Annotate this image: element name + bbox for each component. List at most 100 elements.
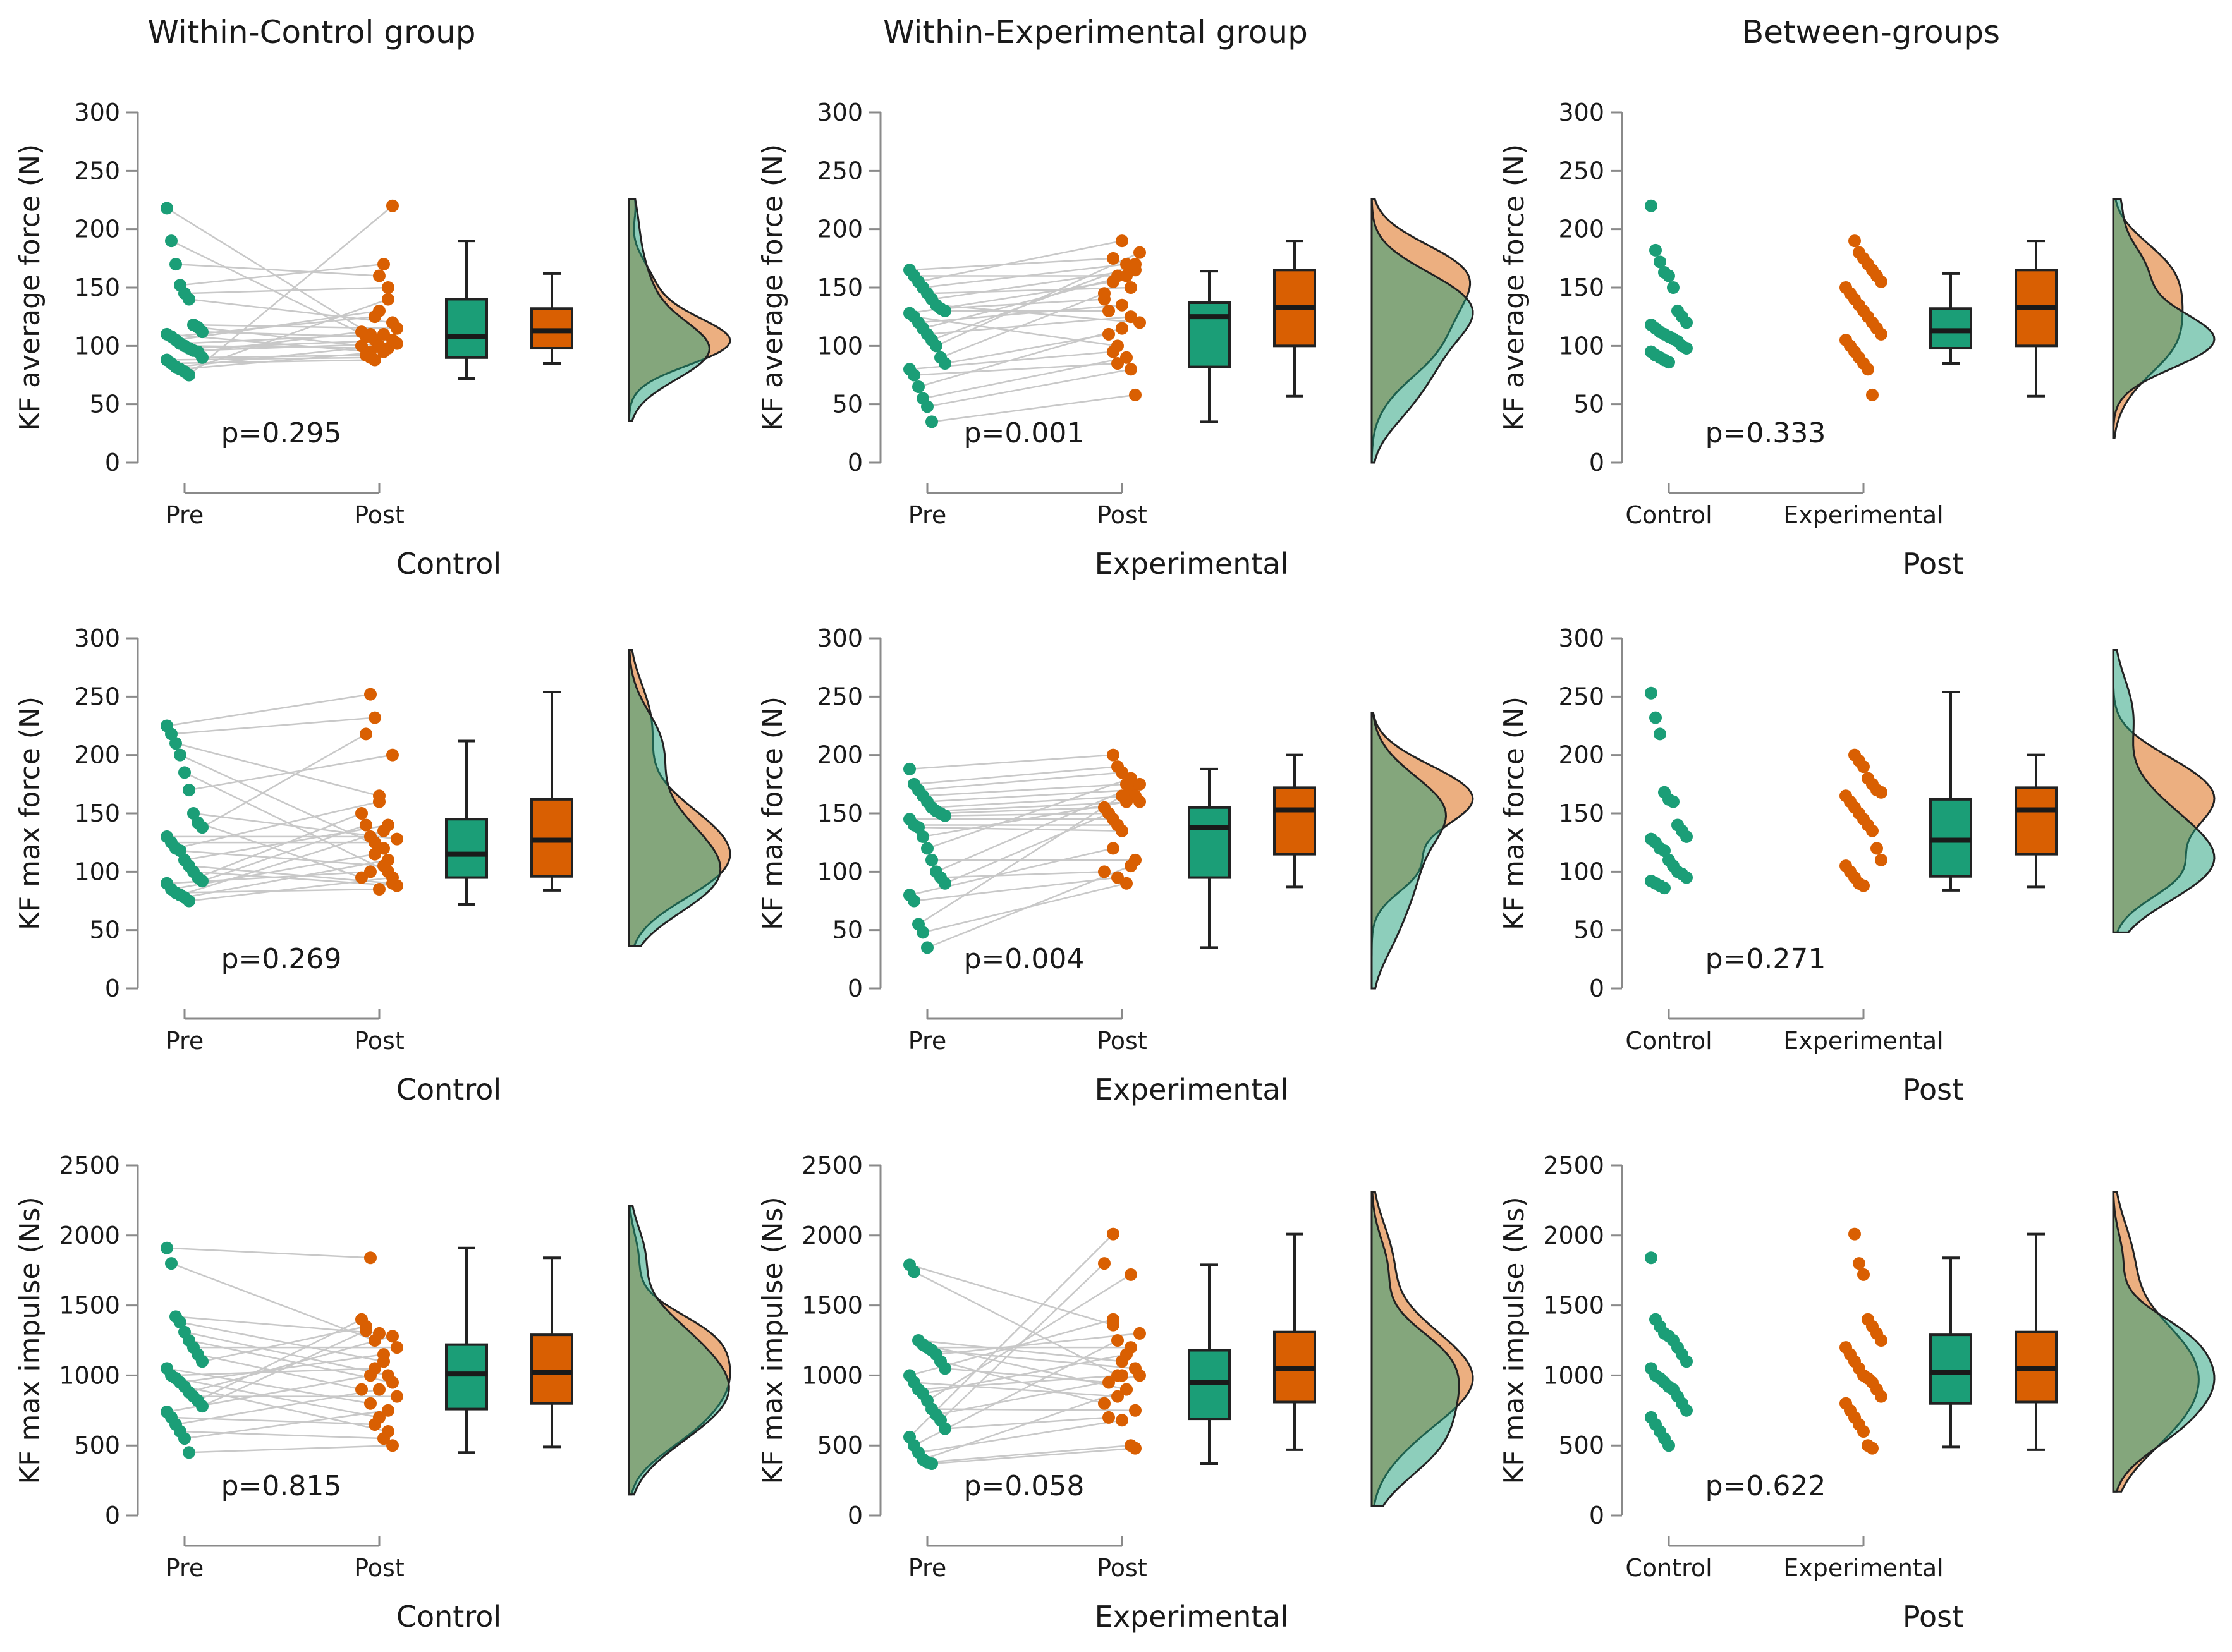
data-point-post [360,818,372,832]
data-point-experimental [1875,327,1887,341]
panel-r2c0: 0 500 1000 1500 2000 2500 KF max impulse (Ns) P… [14,1151,731,1634]
data-point-pre [921,941,934,954]
pair-line [171,1262,375,1342]
y-tick-label: 1000 [59,1361,120,1389]
y-tick-label: 300 [817,99,863,126]
pair-line [909,754,1114,770]
y-tick-label: 1500 [1543,1292,1604,1320]
x-tick-label: Experimental [1783,1027,1943,1055]
data-point-control [1680,830,1693,843]
pair-line [202,733,367,829]
box-control [1929,1333,1972,1405]
data-point-post [1102,807,1115,820]
data-point-pre [908,1265,920,1278]
data-point-experimental [1848,234,1861,248]
panel-r1c1: 0 50 100 150 200 250 300 KF max force (N) Pre Pos… [757,624,1474,1107]
pair-line [197,331,362,353]
p-value-label: p=0.004 [964,943,1085,975]
y-axis-title: KF max impulse (Ns) [757,1196,789,1484]
data-point-post [1116,1414,1128,1427]
pair-line [944,812,1109,884]
data-point-post [386,871,399,884]
data-point-post [1120,877,1133,890]
pair-line [175,1388,380,1426]
x-axis-title: Post [1903,1600,1963,1634]
x-axis-title: Experimental [1095,1600,1289,1634]
y-tick-label: 0 [105,449,120,477]
y-tick-label: 100 [817,332,863,360]
x-tick-label: Pre [908,1027,946,1055]
data-point-post [373,795,386,808]
pair-line [918,1419,1123,1454]
data-point-control [1645,199,1657,212]
data-point-post [1111,1390,1124,1403]
y-tick-label: 150 [74,799,120,827]
y-tick-label: 100 [817,858,863,885]
data-point-pre [939,877,951,890]
data-point-post [1129,1442,1142,1455]
data-point-post [1116,1369,1128,1382]
data-point-experimental [1875,275,1887,288]
data-point-post [386,1330,399,1343]
pair-line [918,772,1123,791]
y-tick-label: 300 [817,624,863,652]
x-tick-label: Experimental [1783,501,1943,529]
data-point-post [369,836,381,849]
y-tick-label: 250 [74,683,120,710]
y-tick-label: 150 [1558,274,1604,301]
data-point-post [377,1432,390,1445]
data-point-post [1125,859,1137,873]
pair-line [931,1349,1136,1370]
pair-line [171,1368,375,1376]
column-title-0: Within-Control group [148,14,476,51]
density-control [2112,198,2216,439]
pair-line [918,304,1123,324]
panel-r0c2: 0 50 100 150 200 250 300 KF average force (N) Co… [1498,99,2216,581]
data-point-experimental [1857,760,1870,774]
pair-line [184,772,389,873]
p-value-label: p=0.271 [1705,943,1826,975]
data-point-post [1116,789,1128,803]
data-point-control [1658,882,1671,895]
pair-line [202,1330,367,1407]
x-axis-title: Post [1903,547,1963,581]
pair-line [927,1444,1131,1464]
data-point-post [1102,1376,1115,1389]
y-tick-label: 1000 [802,1361,863,1389]
pair-line [197,812,362,878]
pair-line [166,1247,371,1259]
data-point-post [369,711,381,724]
y-tick-label: 200 [1558,741,1604,769]
data-point-post [1129,1404,1142,1417]
data-point-control [1680,1355,1693,1368]
y-tick-label: 250 [817,683,863,710]
x-axis-title: Control [396,1072,501,1107]
x-tick-label: Pre [908,501,946,529]
data-point-post [386,199,399,212]
data-point-post [1133,246,1146,259]
column-title-1: Within-Experimental group [883,14,1308,51]
panel-r2c2: 0 500 1000 1500 2000 2500 KF max impulse (Ns) C… [1498,1151,2216,1634]
y-tick-label: 0 [848,1502,863,1529]
data-point-control [1654,255,1666,269]
y-tick-label: 0 [1589,1502,1604,1529]
panel-r1c0: 0 50 100 150 200 250 300 KF max force (N) Pre Pos… [14,624,731,1107]
y-tick-label: 0 [105,1502,120,1529]
data-point-pre [925,853,938,866]
p-value-label: p=0.622 [1705,1470,1826,1502]
box-pre [1188,806,1231,879]
pair-line [927,777,1131,849]
data-point-experimental [1866,1442,1879,1455]
y-tick-label: 0 [105,975,120,1002]
data-point-pre [196,1355,209,1368]
data-point-control [1645,1251,1657,1265]
data-point-post [382,853,394,866]
x-tick-label: Pre [908,1554,946,1582]
data-point-post [1133,795,1146,808]
data-point-post [386,748,399,762]
y-tick-label: 2500 [802,1151,863,1179]
density-control [2112,649,2216,933]
data-point-pre [196,325,209,339]
data-point-post [1125,1268,1137,1281]
pair-line [180,1321,384,1363]
